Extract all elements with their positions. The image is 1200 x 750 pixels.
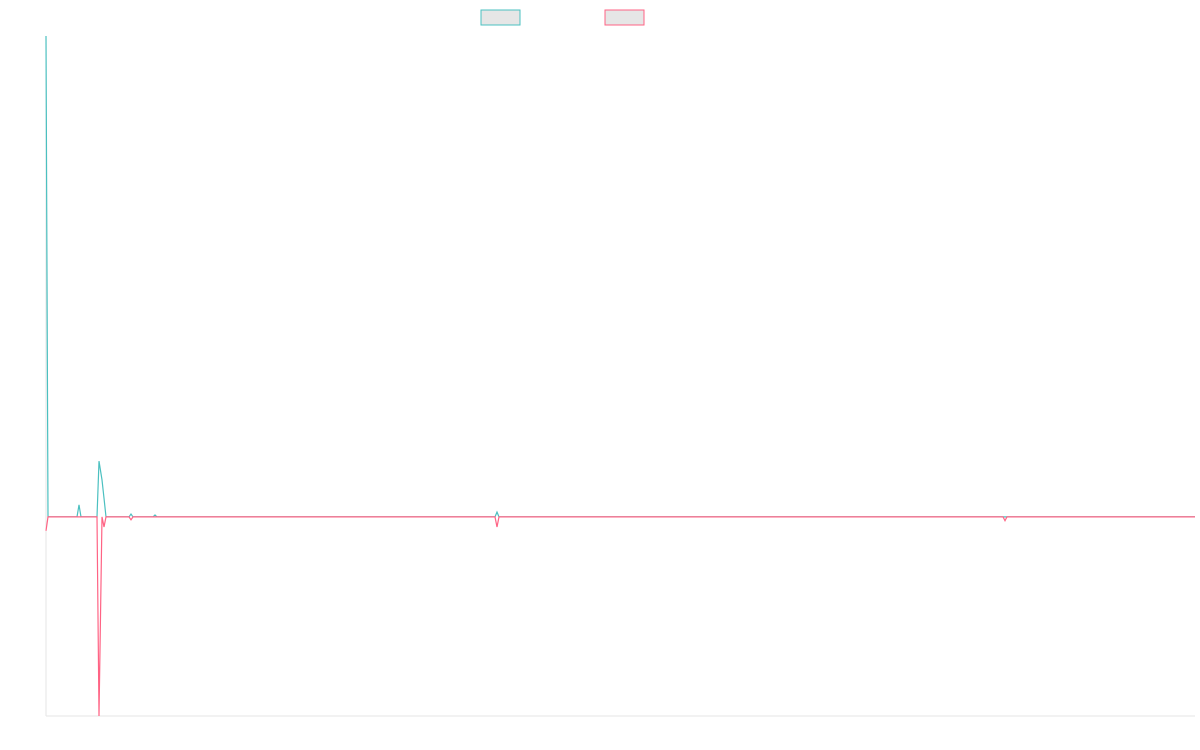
series-line	[45, 516, 1195, 717]
legend-swatch[interactable]	[480, 9, 521, 26]
series-line	[45, 35, 1195, 518]
legend-swatch[interactable]	[604, 9, 645, 26]
